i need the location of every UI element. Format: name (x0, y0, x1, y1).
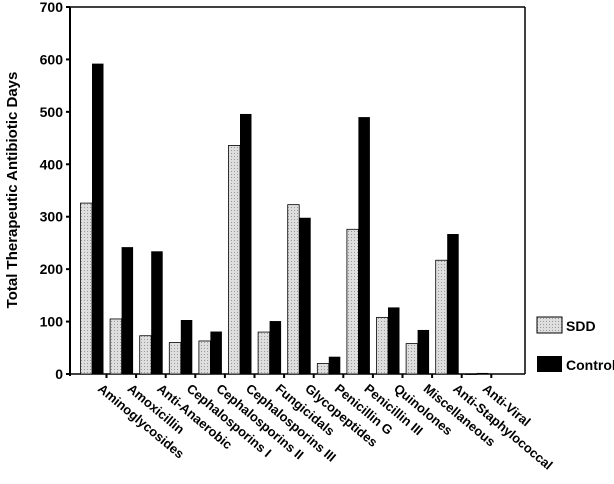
bar-control (210, 331, 222, 374)
bar-sdd (376, 316, 389, 375)
bar-sdd (257, 331, 271, 375)
bar-sdd (287, 204, 300, 375)
y-axis-label: Total Therapeutic Antibiotic Days (4, 72, 21, 309)
bar-sdd (228, 145, 241, 375)
bar-control (121, 247, 134, 374)
y-tick-label: 300 (40, 209, 64, 225)
bar-control (388, 307, 400, 374)
bar-sdd (464, 373, 478, 375)
bar-sdd (198, 340, 211, 375)
legend-swatch-sdd (536, 316, 563, 334)
bar-sdd (168, 342, 182, 375)
y-tick-label: 200 (40, 261, 64, 277)
bar-sdd (109, 318, 122, 375)
bar-control (417, 329, 430, 374)
bar-sdd (316, 363, 330, 375)
y-tick-label: 600 (40, 51, 64, 67)
bar-control (180, 319, 193, 374)
bar-control (92, 63, 104, 374)
legend-label-sdd: SDD (566, 318, 596, 334)
bar-control (269, 321, 282, 374)
legend-swatch-control (537, 356, 562, 372)
y-tick-label: 500 (40, 104, 64, 120)
bar-control (476, 372, 489, 374)
bar-control (328, 356, 341, 374)
y-tick-label: 700 (40, 0, 64, 15)
bar-sdd (139, 335, 152, 375)
bar-sdd (346, 228, 359, 375)
bar-sdd (435, 259, 448, 375)
bar-control (240, 113, 252, 374)
bar-control (151, 251, 163, 374)
legend: SDD Control (536, 316, 614, 373)
legend-label-control: Control (566, 357, 614, 373)
y-tick-label: 0 (55, 366, 63, 382)
bar-sdd (405, 343, 419, 375)
bar-control (358, 117, 370, 374)
bar-control (299, 217, 311, 374)
bar-sdd (80, 202, 93, 375)
y-tick-label: 400 (40, 156, 64, 172)
bar-control (447, 234, 459, 374)
y-tick-label: 100 (40, 314, 64, 330)
